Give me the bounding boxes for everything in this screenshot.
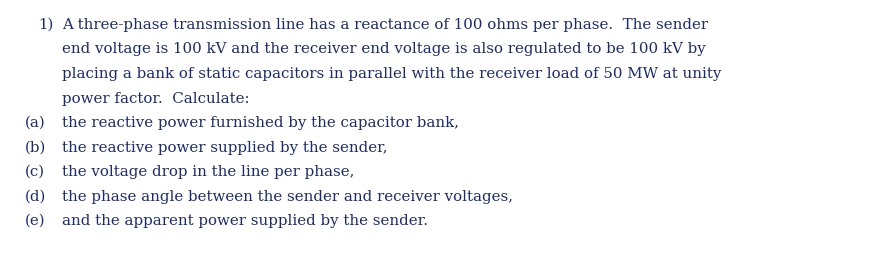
Text: (b): (b): [25, 140, 46, 155]
Text: the phase angle between the sender and receiver voltages,: the phase angle between the sender and r…: [62, 189, 513, 203]
Text: and the apparent power supplied by the sender.: and the apparent power supplied by the s…: [62, 214, 428, 228]
Text: (a): (a): [25, 116, 45, 130]
Text: the voltage drop in the line per phase,: the voltage drop in the line per phase,: [62, 165, 354, 179]
Text: 1): 1): [38, 18, 53, 32]
Text: the reactive power furnished by the capacitor bank,: the reactive power furnished by the capa…: [62, 116, 459, 130]
Text: power factor.  Calculate:: power factor. Calculate:: [62, 92, 249, 106]
Text: placing a bank of static capacitors in parallel with the receiver load of 50 MW : placing a bank of static capacitors in p…: [62, 67, 721, 81]
Text: (d): (d): [25, 189, 46, 203]
Text: (c): (c): [25, 165, 45, 179]
Text: A three-phase transmission line has a reactance of 100 ohms per phase.  The send: A three-phase transmission line has a re…: [62, 18, 708, 32]
Text: end voltage is 100 kV and the receiver end voltage is also regulated to be 100 k: end voltage is 100 kV and the receiver e…: [62, 43, 706, 56]
Text: the reactive power supplied by the sender,: the reactive power supplied by the sende…: [62, 140, 388, 155]
Text: (e): (e): [25, 214, 45, 228]
